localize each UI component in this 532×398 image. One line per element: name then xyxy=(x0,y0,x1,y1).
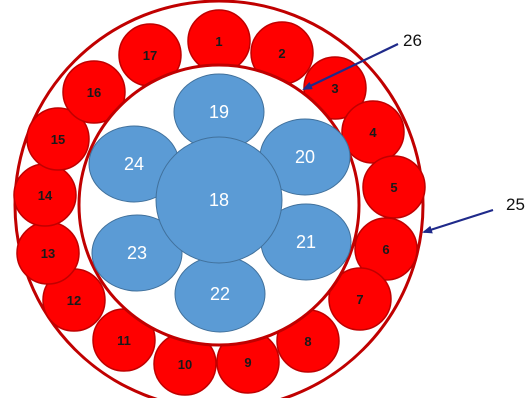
outer-strand-6: 6 xyxy=(354,217,418,281)
inner-strand-20: 20 xyxy=(259,118,351,196)
callout-25-label: 25 xyxy=(506,195,525,214)
outer-strand-label: 11 xyxy=(117,333,131,348)
outer-strand-label: 15 xyxy=(51,132,65,147)
outer-strand-circle xyxy=(362,155,426,219)
outer-strand-circle xyxy=(354,217,418,281)
callout-26-arrow xyxy=(302,43,399,90)
outer-strand-9: 9 xyxy=(216,330,280,394)
outer-strand-circle xyxy=(26,107,90,171)
outer-strand-label: 6 xyxy=(382,242,389,257)
inner-strand-24: 24 xyxy=(88,125,180,203)
outer-strand-label: 10 xyxy=(178,357,192,372)
inner-strand-ellipse xyxy=(91,214,183,292)
callout-26: 26 xyxy=(302,31,422,90)
outer-strand-label: 13 xyxy=(41,246,55,261)
center-strand-circle xyxy=(155,136,283,264)
outer-strand-14: 14 xyxy=(13,163,77,227)
callout-26-label: 26 xyxy=(403,31,422,50)
outer-strand-label: 14 xyxy=(38,188,53,203)
outer-strand-label: 2 xyxy=(278,46,285,61)
center-strand-label: 18 xyxy=(209,190,229,210)
inner-strand-23: 23 xyxy=(91,214,183,292)
outer-strand-label: 9 xyxy=(244,355,251,370)
center-strand-18: 18 xyxy=(155,136,283,264)
outer-strand-label: 7 xyxy=(356,292,363,307)
inner-strand-label: 22 xyxy=(210,284,230,304)
inner-strand-22: 22 xyxy=(174,255,266,333)
callout-25-arrow xyxy=(422,208,494,234)
inner-strand-label: 24 xyxy=(124,154,144,174)
outer-strand-1: 1 xyxy=(187,9,251,73)
outer-strand-circle xyxy=(341,100,405,164)
callout-25: 25 xyxy=(422,195,525,234)
outer-strand-5: 5 xyxy=(362,155,426,219)
outer-strand-circle xyxy=(62,60,126,124)
outer-strand-label: 12 xyxy=(67,293,81,308)
outer-strand-label: 3 xyxy=(331,81,338,96)
inner-strand-label: 20 xyxy=(295,147,315,167)
outer-strand-circle xyxy=(328,267,392,331)
outer-strand-label: 5 xyxy=(390,180,397,195)
outer-strand-10: 10 xyxy=(153,332,217,396)
outer-strand-4: 4 xyxy=(341,100,405,164)
outer-strand-15: 15 xyxy=(26,107,90,171)
outer-strand-label: 16 xyxy=(87,85,101,100)
outer-strand-7: 7 xyxy=(328,267,392,331)
inner-strand-19: 19 xyxy=(173,73,265,151)
inner-strand-label: 23 xyxy=(127,243,147,263)
outer-strand-16: 16 xyxy=(62,60,126,124)
outer-strand-label: 4 xyxy=(369,125,377,140)
outer-strand-label: 17 xyxy=(143,48,157,63)
inner-strand-label: 19 xyxy=(209,102,229,122)
inner-strand-label: 21 xyxy=(296,232,316,252)
outer-strand-13: 13 xyxy=(16,221,80,285)
outer-strand-label: 8 xyxy=(304,334,311,349)
outer-strand-label: 1 xyxy=(215,34,222,49)
inner-strand-layer: 19 20 21 22 23 24 18 xyxy=(88,73,352,333)
outer-strand-11: 11 xyxy=(92,308,156,372)
